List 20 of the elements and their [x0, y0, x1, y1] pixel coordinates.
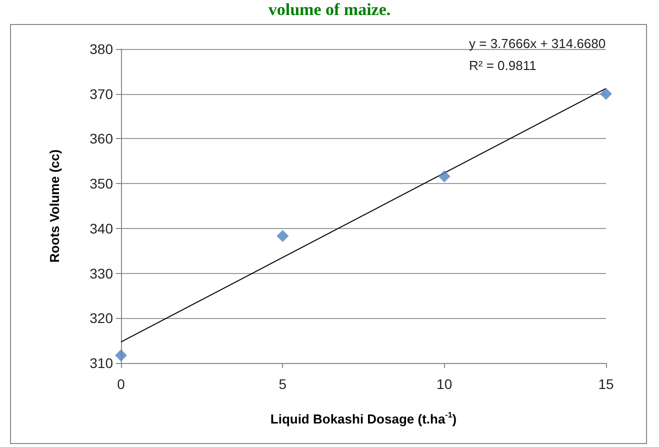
chart-title: volume of maize.: [267, 0, 392, 20]
x-tick-label: 15: [598, 376, 614, 392]
y-tick-label: 350: [90, 176, 114, 192]
annotation: R² = 0.9811: [469, 58, 536, 73]
y-tick-label: 330: [90, 265, 114, 282]
point: [276, 230, 289, 242]
y-tick-label: 340: [90, 220, 114, 236]
x-tick-label: 5: [278, 376, 287, 392]
point: [600, 88, 612, 100]
y-tick-label: 320: [90, 310, 114, 326]
x-tick-label: 10: [436, 376, 452, 392]
point: [115, 349, 127, 362]
y-tick-label: 360: [90, 130, 114, 147]
y-tick-label: 380: [90, 41, 114, 57]
y-axis-title: Roots Volume (cc): [47, 149, 62, 263]
y-tick-label: 370: [90, 86, 114, 102]
x-tick-label: 0: [117, 376, 126, 392]
point: [438, 170, 450, 182]
y-tick-label: 310: [90, 355, 114, 371]
annotation: y = 3.7666x + 314.6680: [469, 36, 606, 51]
